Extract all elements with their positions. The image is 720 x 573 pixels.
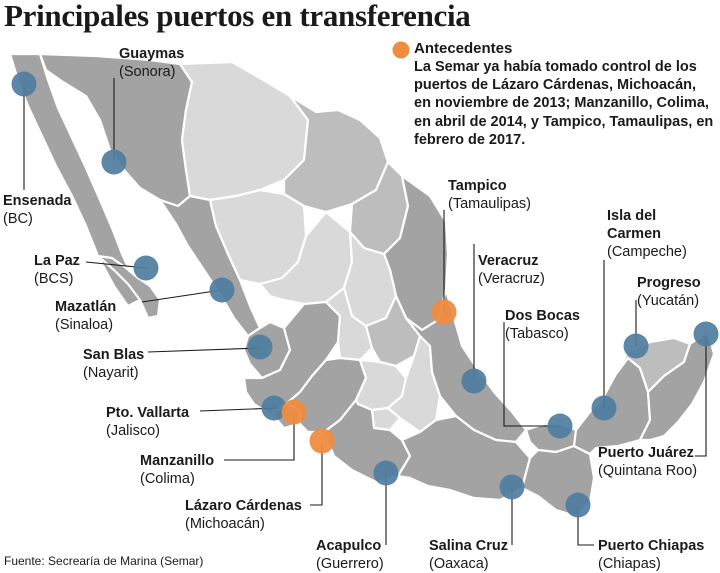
- port-state: (Yucatán): [637, 293, 700, 309]
- port-state: (Nayarit): [83, 365, 139, 381]
- label-progreso: Progreso (Yucatán): [637, 274, 701, 310]
- port-marker-lázaro-cárdenas: [309, 428, 335, 454]
- label-guaymas: Guaymas (Sonora): [119, 45, 184, 81]
- region-sinaloa: [158, 194, 262, 338]
- port-marker-san-blas: [247, 334, 273, 360]
- label-ensenada: Ensenada (BC): [3, 192, 72, 228]
- port-marker-progreso: [623, 333, 649, 359]
- label-tampico: Tampico (Tamaulipas): [448, 177, 531, 213]
- source-note: Fuente: Secrearía de Marina (Semar): [4, 554, 204, 568]
- label-manzanillo: Manzanillo (Colima): [140, 452, 214, 488]
- region-bcs: [96, 254, 162, 320]
- region-puebla: [386, 334, 442, 434]
- page-title: Principales puertos en transferencia: [4, 0, 471, 33]
- region-quintana-roo: [638, 330, 716, 442]
- label-la-paz: La Paz (BCS): [34, 252, 80, 288]
- label-veracruz: Veracruz (Veracruz): [478, 252, 545, 288]
- port-state: (Sinaloa): [55, 317, 114, 333]
- port-state: (Chiapas): [598, 556, 661, 572]
- port-marker-dos-bocas: [547, 413, 573, 439]
- port-name: La Paz: [34, 253, 80, 269]
- port-state: (Tamaulipas): [448, 196, 531, 212]
- leader-lazaro-cardenas: [310, 442, 323, 506]
- port-state: (BCS): [34, 271, 74, 287]
- port-name: Lázaro Cárdenas: [185, 498, 302, 514]
- leader-lines: [23, 78, 707, 546]
- port-marker-ensenada: [11, 71, 37, 97]
- port-name: Veracruz: [478, 253, 539, 269]
- label-san-blas: San Blas (Nayarit): [83, 346, 144, 382]
- port-name: Tampico: [448, 178, 507, 194]
- legend-dot: [392, 41, 410, 59]
- port-state: (Tabasco): [505, 326, 569, 342]
- port-state: (Sonora): [119, 64, 176, 80]
- legend-heading: Antecedentes: [414, 40, 513, 57]
- region-guanajuato: [324, 286, 374, 362]
- port-name: Guaymas: [119, 46, 185, 62]
- port-name: Mazatlán: [55, 299, 117, 315]
- port-name: Pto. Vallarta: [106, 405, 190, 421]
- port-name: Acapulco: [316, 538, 382, 554]
- port-name: Salina Cruz: [429, 538, 508, 554]
- port-markers: [11, 71, 719, 518]
- label-pto-vallarta: Pto. Vallarta (Jalisco): [106, 404, 189, 440]
- port-marker-mazatlán: [209, 277, 235, 303]
- port-state: (BC): [3, 211, 33, 227]
- leader-dos-bocas: [503, 322, 560, 427]
- port-state: (Jalisco): [106, 423, 160, 439]
- port-name: Progreso: [637, 275, 701, 291]
- port-marker-isla-del-carmen: [591, 395, 617, 421]
- leader-puerto-chiapas: [577, 506, 594, 546]
- label-puerto-juarez: Puerto Juárez (Quintana Roo): [598, 444, 697, 480]
- label-acapulco: Acapulco (Guerrero): [316, 537, 384, 573]
- port-marker-veracruz: [461, 368, 487, 394]
- port-state: (Oaxaca): [429, 556, 489, 572]
- port-marker-puerto-juárez: [693, 321, 719, 347]
- leader-san-blas: [147, 347, 261, 353]
- leader-manzanillo: [224, 414, 295, 461]
- leader-puerto-juarez: [695, 336, 707, 457]
- label-salina-cruz: Salina Cruz (Oaxaca): [429, 537, 508, 573]
- label-dos-bocas: Dos Bocas (Tabasco): [505, 307, 580, 343]
- port-name: Manzanillo: [140, 453, 215, 469]
- port-name: Isla del Carmen: [607, 208, 661, 242]
- port-name: Puerto Juárez: [598, 445, 694, 461]
- leader-mazatlan: [141, 289, 223, 303]
- port-marker-la-paz: [133, 255, 159, 281]
- legend-body: La Semar ya había tomado control de los …: [414, 59, 714, 148]
- legend-swatch: [392, 41, 410, 59]
- port-marker-pto-vallarta: [261, 395, 287, 421]
- port-marker-tampico: [431, 299, 457, 325]
- port-name: Dos Bocas: [505, 308, 580, 324]
- port-state: (Michoacán): [185, 516, 265, 532]
- port-name: Ensenada: [3, 193, 72, 209]
- port-state: (Quintana Roo): [598, 463, 698, 479]
- label-mazatlan: Mazatlán (Sinaloa): [55, 298, 116, 334]
- port-marker-salina-cruz: [499, 474, 525, 500]
- port-name: San Blas: [83, 347, 145, 363]
- port-marker-puerto-chiapas: [565, 492, 591, 518]
- port-state: (Colima): [140, 471, 195, 487]
- port-state: (Veracruz): [478, 271, 545, 287]
- port-name: Puerto Chiapas: [598, 538, 705, 554]
- map-regions: [8, 52, 716, 518]
- port-marker-manzanillo: [281, 399, 307, 425]
- label-isla-del-carmen: Isla del Carmen (Campeche): [607, 207, 717, 261]
- label-lazaro-cardenas: Lázaro Cárdenas (Michoacán): [185, 497, 302, 533]
- port-state: (Guerrero): [316, 556, 384, 572]
- port-state: (Campeche): [607, 244, 687, 260]
- port-marker-guaymas: [101, 149, 127, 175]
- label-puerto-chiapas: Puerto Chiapas (Chiapas): [598, 537, 704, 573]
- port-marker-acapulco: [373, 460, 399, 486]
